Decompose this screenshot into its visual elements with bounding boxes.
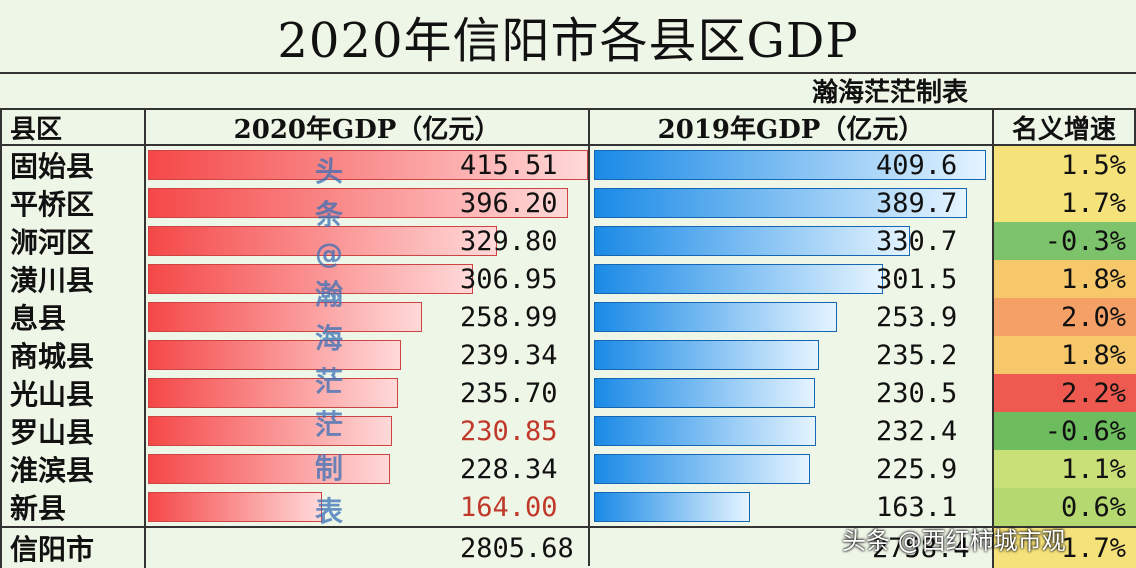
watermark-char: @ — [315, 236, 343, 270]
district-name: 息县 — [0, 298, 146, 336]
bar-2019 — [594, 340, 819, 370]
value-2019: 389.7 — [876, 187, 958, 219]
value-2020: 306.95 — [460, 263, 558, 295]
total-row: 信阳市 2805.68 2758.4 1.7% — [0, 526, 1136, 568]
district-name: 罗山县 — [0, 412, 146, 450]
bar-2020 — [148, 378, 398, 408]
header-growth: 名义增速 — [992, 108, 1136, 146]
corner-watermark: 头条 @西红柿城市观 — [842, 526, 1066, 555]
watermark-char: 海 — [314, 321, 343, 355]
growth-rate: 1.8% — [992, 336, 1136, 374]
growth-rate: 1.5% — [992, 146, 1136, 184]
value-2020: 235.70 — [460, 377, 558, 409]
growth-rate: 1.1% — [992, 450, 1136, 488]
growth-rate: 2.0% — [992, 298, 1136, 336]
value-2020: 415.51 — [460, 149, 558, 181]
watermark-char: 瀚 — [314, 278, 343, 312]
vertical-watermark: 头条 @ 瀚海茫茫制表 — [308, 150, 350, 530]
growth-rate: -0.3% — [992, 222, 1136, 260]
header-district: 县区 — [0, 108, 146, 146]
total-gdp-2019: 2758.4 — [872, 532, 970, 564]
district-name: 潢川县 — [0, 260, 146, 298]
table-row: 浉河区 329.80 330.7 -0.3% — [0, 222, 1136, 260]
value-2019: 409.6 — [876, 149, 958, 181]
value-2019: 230.5 — [876, 377, 958, 409]
table-row: 息县 258.99 253.9 2.0% — [0, 298, 1136, 336]
value-2020: 329.80 — [460, 225, 558, 257]
value-2019: 235.2 — [876, 339, 958, 371]
district-name: 浉河区 — [0, 222, 146, 260]
value-2020: 164.00 — [460, 491, 558, 523]
value-2020: 228.34 — [460, 453, 558, 485]
value-2020: 239.34 — [460, 339, 558, 371]
table-row: 罗山县 230.85 232.4 -0.6% — [0, 412, 1136, 450]
bar-2019 — [594, 264, 883, 294]
chart-title: 2020年信阳市各县区GDP — [0, 0, 1136, 74]
value-2019: 330.7 — [876, 225, 958, 257]
growth-rate: 1.8% — [992, 260, 1136, 298]
bar-2020 — [148, 188, 568, 218]
bar-2019 — [594, 378, 815, 408]
total-name: 信阳市 — [0, 528, 146, 568]
total-growth: 1.7% — [992, 528, 1136, 568]
value-2019: 253.9 — [876, 301, 958, 333]
growth-rate: 2.2% — [992, 374, 1136, 412]
bar-2019 — [594, 492, 750, 522]
bar-2020 — [148, 416, 392, 446]
value-2019: 163.1 — [876, 491, 958, 523]
bar-2020 — [148, 454, 390, 484]
district-name: 固始县 — [0, 146, 146, 184]
value-2019: 301.5 — [876, 263, 958, 295]
header-gdp-2019: 2019年GDP（亿元） — [588, 108, 994, 146]
column-divider — [588, 146, 590, 566]
table-row: 光山县 235.70 230.5 2.2% — [0, 374, 1136, 412]
bar-2019 — [594, 416, 816, 446]
watermark-char: 制 — [314, 451, 343, 485]
bar-2020 — [148, 302, 422, 332]
table-row: 潢川县 306.95 301.5 1.8% — [0, 260, 1136, 298]
table-row: 平桥区 396.20 389.7 1.7% — [0, 184, 1136, 222]
bar-2019 — [594, 454, 810, 484]
table-row: 固始县 415.51 409.6 1.5% — [0, 146, 1136, 184]
maker-credit: 瀚海茫茫制表 — [811, 77, 968, 108]
bar-2019 — [594, 302, 837, 332]
growth-rate: 1.7% — [992, 184, 1136, 222]
header-gdp-2020: 2020年GDP（亿元） — [144, 108, 590, 146]
growth-rate: 0.6% — [992, 488, 1136, 526]
bar-2019 — [594, 226, 910, 256]
total-gdp-2020: 2805.68 — [460, 532, 574, 564]
watermark-char: 茫 — [314, 364, 343, 398]
value-2019: 232.4 — [876, 415, 958, 447]
watermark-char: 头 — [314, 155, 343, 188]
district-name: 光山县 — [0, 374, 146, 412]
table-row: 商城县 239.34 235.2 1.8% — [0, 336, 1136, 374]
gdp-table: 县区 2020年GDP（亿元） 2019年GDP（亿元） 名义增速 固始县 415… — [0, 108, 1136, 568]
watermark-char: 条 — [314, 198, 343, 232]
table-row: 新县 164.00 163.1 0.6% — [0, 488, 1136, 526]
value-2020: 258.99 — [460, 301, 558, 333]
bar-2019 — [594, 150, 986, 180]
value-2019: 225.9 — [876, 453, 958, 485]
table-row: 淮滨县 228.34 225.9 1.1% — [0, 450, 1136, 488]
bar-2020 — [148, 150, 588, 180]
bar-2020 — [148, 492, 322, 522]
bar-2020 — [148, 226, 497, 256]
growth-rate: -0.6% — [992, 412, 1136, 450]
district-name: 淮滨县 — [0, 450, 146, 488]
bar-2020 — [148, 264, 473, 294]
watermark-char: 茫 — [314, 408, 343, 442]
district-name: 商城县 — [0, 336, 146, 374]
district-name: 新县 — [0, 488, 146, 526]
district-name: 平桥区 — [0, 184, 146, 222]
bar-2020 — [148, 340, 401, 370]
value-2020: 396.20 — [460, 187, 558, 219]
bar-2019 — [594, 188, 967, 218]
value-2020: 230.85 — [460, 415, 558, 447]
watermark-char: 表 — [314, 495, 343, 528]
